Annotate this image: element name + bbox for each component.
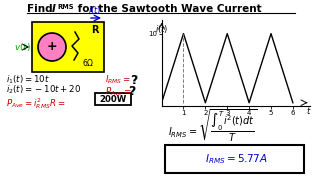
Text: $I_{RMS}=$: $I_{RMS}=$ — [105, 74, 131, 87]
Text: Find: Find — [27, 4, 56, 14]
Text: $t$: $t$ — [306, 105, 312, 116]
Text: +: + — [47, 39, 57, 53]
Text: $i(t)$: $i(t)$ — [155, 23, 168, 35]
Text: $P_{Ave}=i^2_{RMS}R=$: $P_{Ave}=i^2_{RMS}R=$ — [6, 96, 65, 111]
Text: ?: ? — [130, 74, 137, 87]
Bar — [95, 93, 131, 105]
Bar — [32, 22, 104, 72]
Text: I: I — [52, 4, 56, 14]
Text: 6$\Omega$: 6$\Omega$ — [82, 57, 94, 68]
Text: $P_{Ave}=$: $P_{Ave}=$ — [105, 85, 132, 98]
Text: $I_{RMS} = \sqrt{\dfrac{\int_0^T i^2(t)dt}{T}}$: $I_{RMS} = \sqrt{\dfrac{\int_0^T i^2(t)d… — [168, 108, 257, 143]
Text: RMS: RMS — [57, 4, 74, 10]
Text: R: R — [91, 25, 99, 35]
Text: $v(t)$: $v(t)$ — [14, 41, 31, 53]
Text: for the Sawtooth Wave Current: for the Sawtooth Wave Current — [74, 4, 262, 14]
Text: $i_1(t)=10t$: $i_1(t)=10t$ — [6, 74, 50, 87]
Text: 200W: 200W — [100, 94, 127, 103]
Text: $I_{RMS} = 5.77A$: $I_{RMS} = 5.77A$ — [205, 152, 267, 166]
Text: $i(t)$: $i(t)$ — [88, 4, 101, 16]
Text: $i_2(t)=-10t+20$: $i_2(t)=-10t+20$ — [6, 84, 81, 96]
Text: ?: ? — [128, 85, 135, 98]
Circle shape — [38, 33, 66, 61]
Bar — [164, 145, 304, 173]
